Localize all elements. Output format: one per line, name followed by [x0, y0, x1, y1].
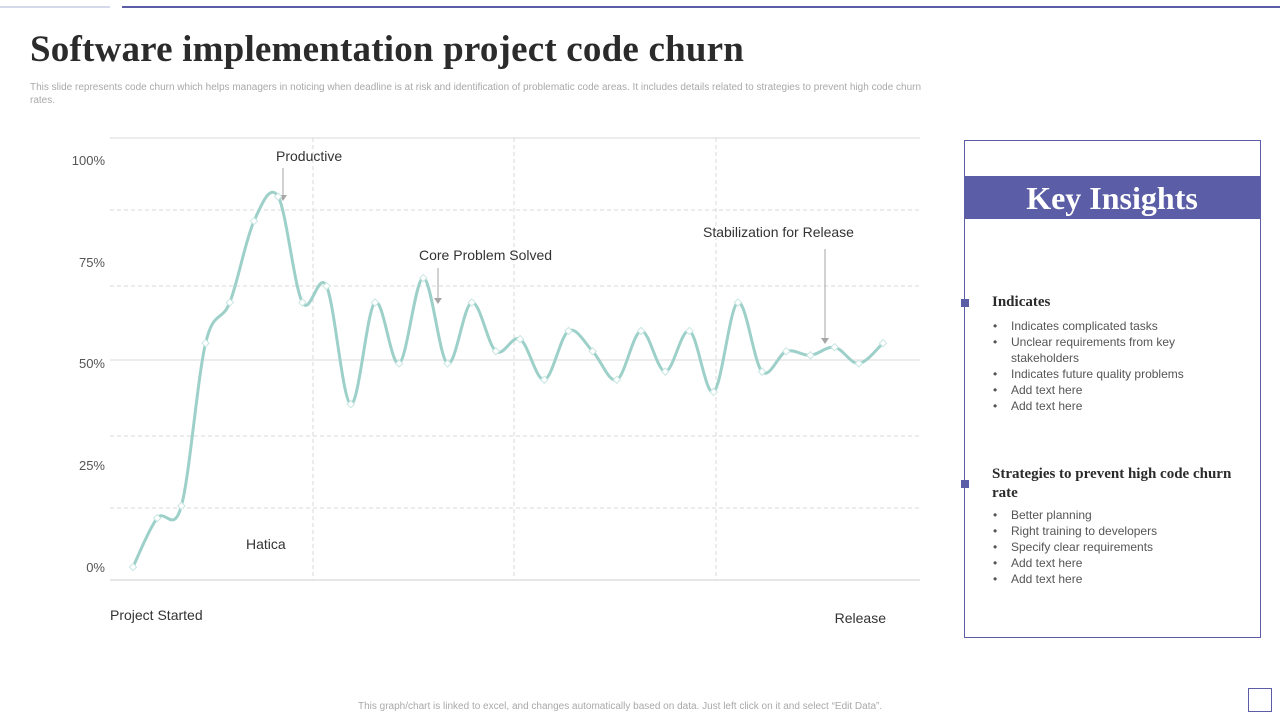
data-point [564, 326, 573, 336]
y-tick-label: 25% [79, 458, 105, 473]
data-point [685, 326, 694, 336]
annotation-label: Stabilization for Release [703, 224, 854, 240]
annotation-label: Core Problem Solved [419, 247, 552, 263]
annotation-arrowhead [434, 298, 442, 304]
section-marker [961, 480, 969, 488]
data-point [806, 351, 815, 360]
data-point [733, 298, 743, 307]
data-point [878, 338, 888, 348]
list-item: Indicates future quality problems [992, 366, 1212, 382]
list-item: Add text here [992, 398, 1212, 414]
data-point [346, 399, 356, 409]
list-item: Add text here [992, 555, 1212, 571]
data-point [636, 326, 646, 336]
x-start-label: Project Started [110, 607, 203, 623]
data-point [709, 387, 718, 397]
data-point [443, 359, 452, 368]
data-point [515, 334, 525, 344]
section-title-indicates: Indicates [992, 294, 1051, 310]
list-item: Specify clear requirements [992, 539, 1212, 555]
data-point [273, 192, 283, 201]
data-point [781, 346, 791, 356]
indicates-list: Indicates complicated tasks Unclear requ… [992, 318, 1212, 414]
data-point [467, 298, 477, 307]
data-point [128, 562, 138, 572]
data-point [757, 367, 767, 376]
data-point [419, 273, 428, 283]
series-line [131, 190, 885, 569]
page-title: Software implementation project code chu… [30, 29, 745, 70]
y-tick-label: 0% [86, 560, 105, 575]
data-point [660, 367, 670, 376]
page-subtitle: This slide represents code churn which h… [30, 82, 922, 106]
x-end-label: Release [835, 610, 887, 626]
data-point [612, 375, 622, 385]
section-title-strategies: Strategies to prevent high code churn ra… [992, 466, 1232, 501]
strategies-list: Better planning Right training to develo… [992, 507, 1212, 587]
y-tick-label: 100% [72, 153, 106, 168]
data-point [539, 375, 549, 385]
data-point [249, 216, 259, 226]
list-item: Indicates complicated tasks [992, 318, 1212, 334]
top-accent-line [122, 6, 1280, 8]
list-item: Add text here [992, 382, 1212, 398]
data-point [830, 342, 839, 352]
data-point [491, 346, 501, 356]
section-marker [961, 299, 969, 307]
data-point [225, 298, 235, 307]
annotation-arrowhead [821, 338, 829, 344]
data-point [394, 359, 404, 368]
key-insights-heading: Key Insights [964, 176, 1260, 219]
top-accent-line-short [0, 6, 110, 8]
footer-note: This graph/chart is linked to excel, and… [358, 701, 883, 712]
data-point [298, 298, 307, 307]
list-item: Better planning [992, 507, 1212, 523]
y-tick-label: 75% [79, 255, 105, 270]
data-point [588, 346, 597, 356]
data-point [177, 501, 186, 511]
data-point [370, 298, 380, 307]
slide-corner-box [1248, 688, 1272, 712]
list-item: Unclear requirements from key stakeholde… [992, 334, 1212, 366]
list-item: Right training to developers [992, 523, 1212, 539]
y-tick-label: 50% [79, 356, 105, 371]
list-item: Add text here [992, 571, 1212, 587]
data-point [322, 281, 331, 291]
data-point [854, 359, 864, 368]
annotation-label: Productive [276, 148, 342, 164]
data-point [201, 338, 210, 348]
annotation-label: Hatica [246, 536, 286, 552]
data-point [152, 513, 162, 523]
